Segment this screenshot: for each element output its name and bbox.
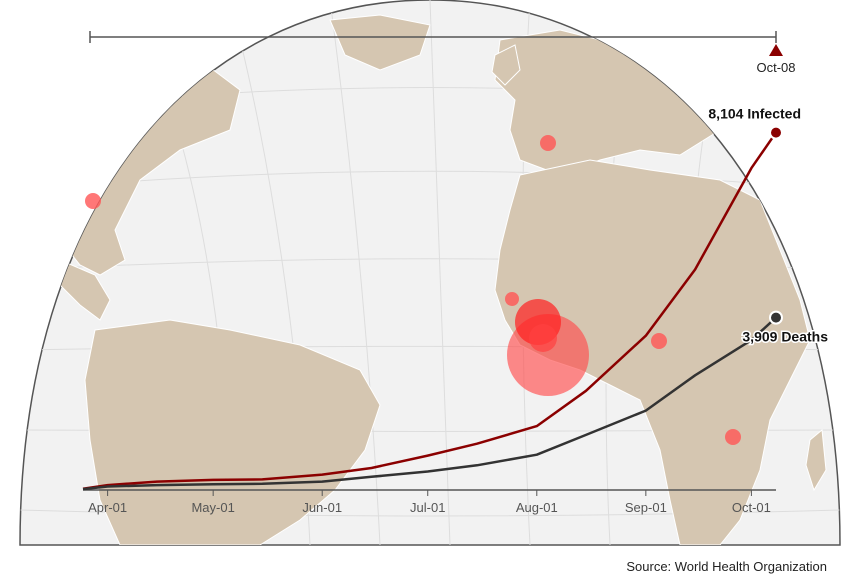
series-lines: [82, 131, 778, 491]
series-line-deaths: [82, 316, 777, 491]
x-tick-label: Sep-01: [625, 500, 667, 515]
x-axis-ticks: Apr-01 May-01 Jun-01 Jul-01 Aug-01 Sep-01 Oct-…: [88, 490, 771, 515]
uk-land: [491, 44, 521, 86]
madagascar-land: [805, 429, 827, 492]
series-line-infected: [82, 131, 778, 490]
x-tick-label: Jul-01: [410, 500, 445, 515]
hotspot-guinea: [529, 324, 557, 352]
x-tick-label: Jun-01: [302, 500, 342, 515]
timeline-slider[interactable]: Oct-08: [89, 31, 796, 75]
x-tick-label: Apr-01: [88, 500, 127, 515]
hotspot-drc: [725, 429, 741, 445]
timeline-marker-icon[interactable]: [769, 44, 783, 56]
hotspots: [85, 135, 741, 445]
timeline-date-label: Oct-08: [756, 60, 795, 75]
end-label-deaths: 3,909 Deaths: [742, 329, 828, 345]
x-tick-label: Oct-01: [732, 500, 771, 515]
hotspot-spain: [540, 135, 556, 151]
chart-layer: Apr-01 May-01 Jun-01 Jul-01 Aug-01 Sep-01 Oct-…: [82, 104, 830, 515]
end-label-infected: 8,104 Infected: [708, 106, 801, 122]
globe-map: [19, 0, 841, 546]
x-tick-label: May-01: [191, 500, 234, 515]
end-markers: 8,104 Infected 3,909 Deaths: [707, 104, 830, 346]
hotspot-nigeria: [651, 333, 667, 349]
greenland-land: [329, 14, 431, 71]
africa-land: [494, 159, 811, 545]
hotspot-senegal: [505, 292, 519, 306]
end-point-infected: [769, 125, 783, 140]
source-note: Source: World Health Organization: [626, 559, 827, 574]
hotspot-usa: [85, 193, 101, 209]
x-tick-label: Aug-01: [516, 500, 558, 515]
end-point-deaths: [769, 310, 783, 325]
